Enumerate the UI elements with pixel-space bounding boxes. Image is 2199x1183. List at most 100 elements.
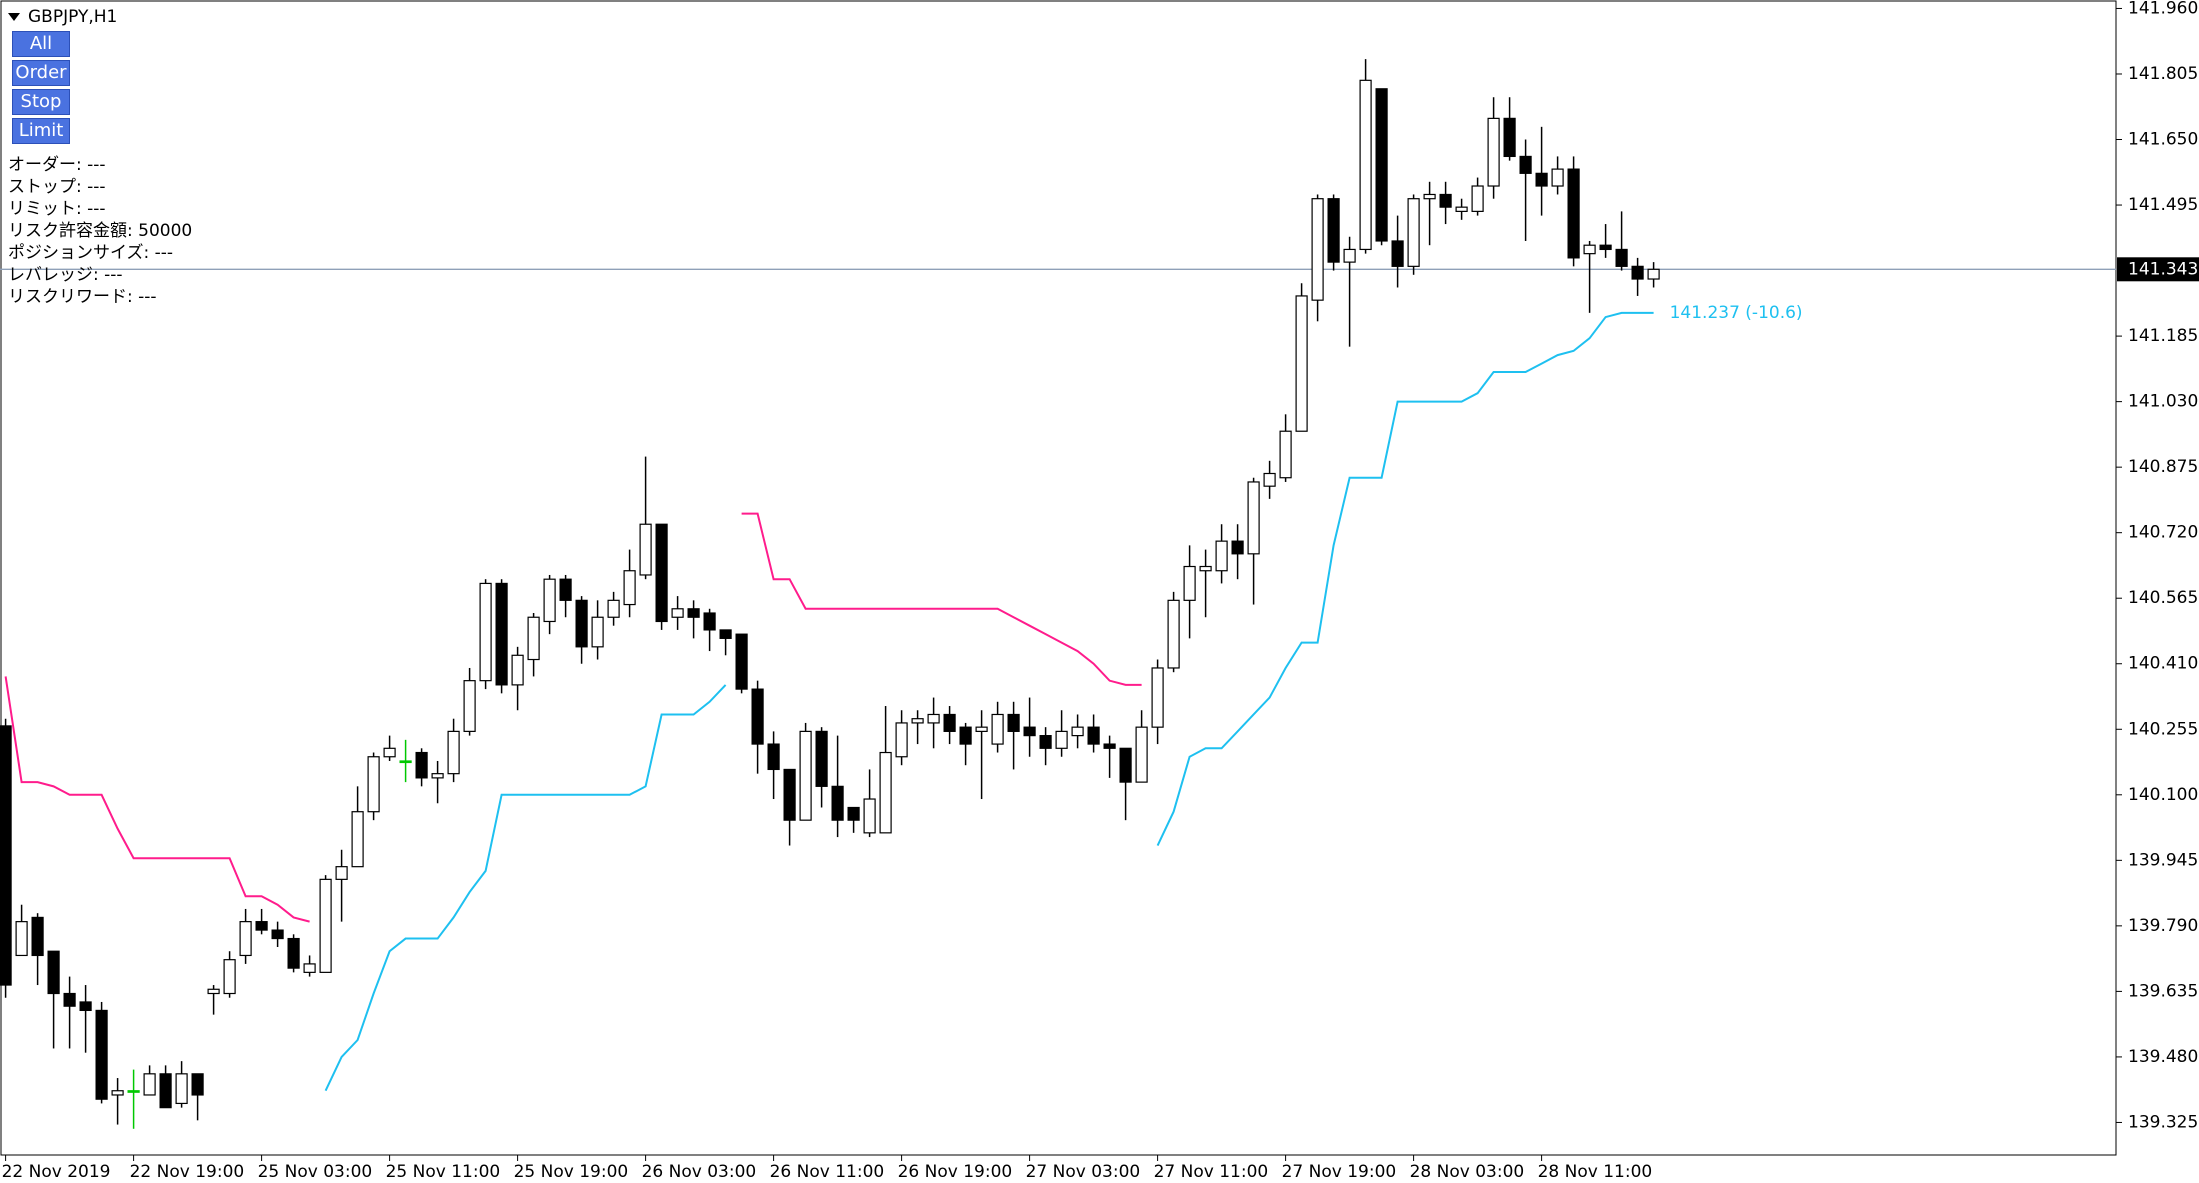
candle-body xyxy=(255,921,268,931)
candle-body xyxy=(415,751,428,779)
button[interactable]: All xyxy=(12,31,70,57)
candle-body xyxy=(1023,726,1036,737)
button[interactable]: Stop xyxy=(12,89,70,115)
candle-body xyxy=(559,578,572,601)
x-tick-label: 25 Nov 03:00 xyxy=(258,1162,373,1182)
candle-body xyxy=(111,1090,124,1096)
candle-body xyxy=(879,751,892,834)
candle-body xyxy=(591,616,604,648)
candle-body xyxy=(1647,268,1660,280)
symbol-header[interactable]: GBPJPY,H1 xyxy=(8,6,192,28)
candle-body xyxy=(1519,155,1532,174)
info-line: ポジションサイズ: --- xyxy=(8,243,174,263)
candle-body xyxy=(719,629,732,639)
candle-body xyxy=(47,950,60,995)
candle-body xyxy=(1263,472,1276,487)
candle-body xyxy=(1071,726,1084,737)
x-tick-label: 26 Nov 11:00 xyxy=(770,1162,885,1182)
candle-body xyxy=(1247,481,1260,555)
y-tick-label: 139.635 xyxy=(2128,981,2198,1001)
candle-body xyxy=(895,722,908,758)
y-tick-label: 140.410 xyxy=(2128,654,2198,674)
candle-body xyxy=(991,713,1004,745)
info-line: ストップ: --- xyxy=(8,177,106,197)
candle-body xyxy=(655,523,668,623)
button[interactable]: Order xyxy=(12,60,70,86)
candle-body xyxy=(1167,599,1180,669)
candle-body xyxy=(431,773,444,779)
candle-body xyxy=(1103,743,1116,749)
candle-body xyxy=(1119,747,1132,783)
y-tick-label: 140.720 xyxy=(2128,523,2198,543)
candle-body xyxy=(1599,244,1612,251)
candle-body xyxy=(975,726,988,732)
x-tick-label: 27 Nov 11:00 xyxy=(1154,1162,1269,1182)
x-tick-label: 26 Nov 19:00 xyxy=(898,1162,1013,1182)
candle-body xyxy=(159,1073,172,1109)
candle-body xyxy=(287,937,300,969)
y-tick-label: 141.960 xyxy=(2128,0,2198,18)
candle-body xyxy=(1359,79,1372,251)
info-line: オーダー: --- xyxy=(8,155,106,175)
y-tick-label: 140.875 xyxy=(2128,457,2198,477)
y-tick-label: 140.100 xyxy=(2128,785,2198,805)
info-line: レバレッジ: --- xyxy=(8,265,123,285)
candle-body xyxy=(495,582,508,686)
x-tick-label: 28 Nov 11:00 xyxy=(1538,1162,1653,1182)
candle-body xyxy=(1615,248,1628,267)
candle-body xyxy=(1231,540,1244,555)
indicator-line xyxy=(4,512,1142,923)
candle-body xyxy=(15,921,28,957)
candle-body xyxy=(1567,168,1580,259)
candle-body xyxy=(1055,730,1068,749)
y-tick-label: 141.185 xyxy=(2128,326,2198,346)
button[interactable]: Limit xyxy=(12,118,70,144)
candle-body xyxy=(1503,117,1516,158)
candle-body xyxy=(671,608,684,618)
y-tick-label: 141.030 xyxy=(2128,392,2198,412)
y-tick-label: 139.480 xyxy=(2128,1047,2198,1067)
candle-body xyxy=(479,582,492,682)
candle-body xyxy=(847,806,860,821)
current-price-box xyxy=(2117,257,2199,282)
candle-body xyxy=(1551,168,1564,187)
candle-body xyxy=(1343,248,1356,263)
plot-frame xyxy=(0,0,2117,1156)
candle-body xyxy=(1135,726,1148,783)
control-panel: GBPJPY,H1 All Order Stop Limit オーダー: --- ストッ… xyxy=(8,6,192,308)
candle-body xyxy=(1199,565,1212,572)
candle-body xyxy=(607,599,620,618)
candle-body xyxy=(319,878,332,973)
candle-body xyxy=(687,608,700,618)
x-tick-label: 22 Nov 19:00 xyxy=(130,1162,245,1182)
candle-body xyxy=(639,523,652,576)
candle-body xyxy=(1151,667,1164,728)
candle-body xyxy=(143,1073,156,1096)
candle-body xyxy=(1423,193,1436,200)
y-tick-label: 141.650 xyxy=(2128,130,2198,150)
candle-body xyxy=(447,730,460,775)
y-tick-label: 141.495 xyxy=(2128,195,2198,215)
indicator-label: 141.237 (-10.6) xyxy=(1670,303,1803,323)
candle-body xyxy=(95,1009,108,1100)
candle-body xyxy=(1391,240,1404,267)
candle-body xyxy=(79,1001,92,1012)
candle-body xyxy=(1007,713,1020,732)
y-tick-label: 141.805 xyxy=(2128,64,2198,84)
candle-body xyxy=(63,992,76,1007)
x-tick-label: 28 Nov 03:00 xyxy=(1410,1162,1525,1182)
candle-body xyxy=(1631,265,1644,280)
symbol-title: GBPJPY,H1 xyxy=(28,7,118,27)
candle-body xyxy=(831,785,844,821)
candle-body xyxy=(31,916,44,957)
dropdown-icon[interactable] xyxy=(8,13,20,21)
y-tick-label: 139.325 xyxy=(2128,1112,2198,1132)
candle-body xyxy=(511,654,524,686)
x-tick-label: 26 Nov 03:00 xyxy=(642,1162,757,1182)
candle-body xyxy=(1087,726,1100,745)
candle-body xyxy=(1455,206,1468,212)
x-tick-label: 25 Nov 19:00 xyxy=(514,1162,629,1182)
candle-body xyxy=(1327,198,1340,263)
